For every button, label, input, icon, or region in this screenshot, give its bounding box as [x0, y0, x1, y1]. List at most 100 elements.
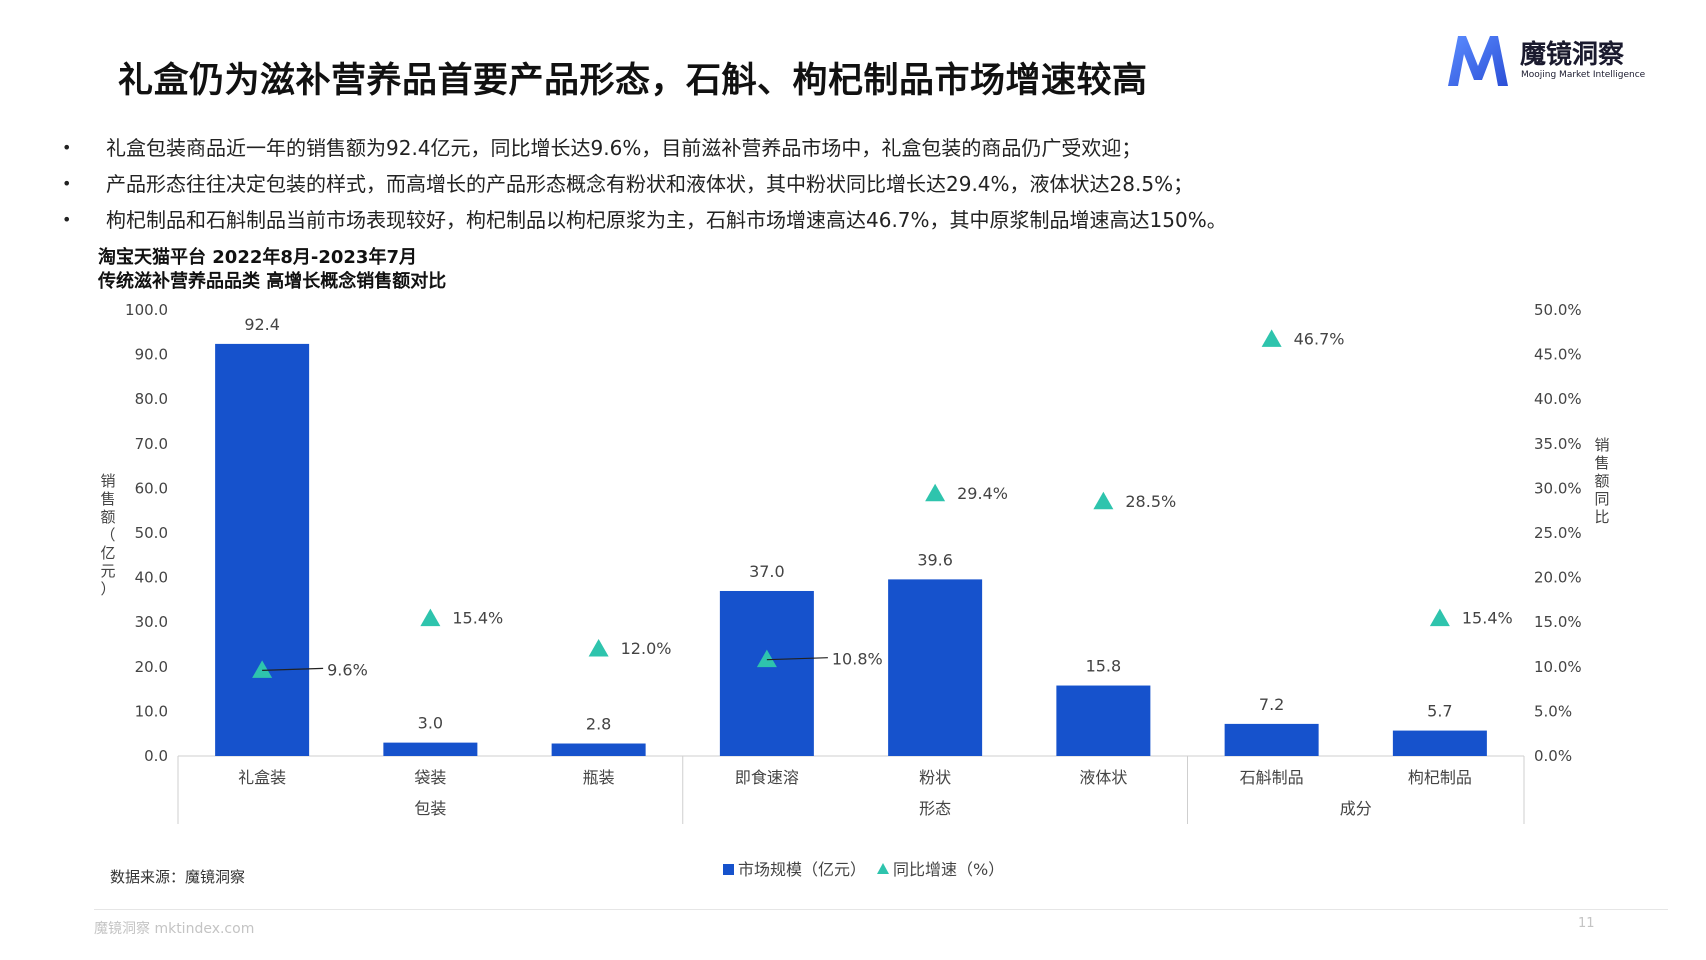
y2-tick-label: 25.0% — [1534, 524, 1582, 542]
y-axis-title-char: 额 — [100, 508, 115, 526]
y-tick-label: 40.0 — [135, 569, 168, 587]
x-tick-label: 袋装 — [414, 768, 446, 787]
growth-value-label: 9.6% — [327, 660, 368, 679]
y-tick-label: 100.0 — [125, 301, 168, 319]
y2-tick-label: 5.0% — [1534, 702, 1572, 720]
legend-marker-swatch — [877, 863, 889, 874]
group-label: 形态 — [919, 799, 951, 818]
x-tick-label: 石斛制品 — [1240, 768, 1304, 787]
bar — [719, 590, 814, 756]
chart-header-line1: 淘宝天猫平台 2022年8月-2023年7月 — [98, 247, 417, 268]
y-tick-label: 20.0 — [135, 658, 168, 676]
y-tick-label: 50.0 — [135, 524, 168, 542]
growth-value-label: 29.4% — [957, 484, 1008, 503]
y-axis-title-char: 售 — [100, 490, 115, 508]
legend-bar-swatch — [723, 864, 734, 875]
growth-marker — [1429, 608, 1450, 627]
y2-axis-title-char: 销 — [1594, 436, 1609, 454]
y2-tick-label: 45.0% — [1534, 346, 1582, 364]
y-tick-label: 30.0 — [135, 613, 168, 631]
data-source: 数据来源：魔镜洞察 — [110, 868, 246, 886]
bullet-item: 产品形态往往决定包装的样式，而高增长的产品形态概念有粉状和液体状，其中粉状同比增… — [62, 166, 1227, 202]
growth-marker — [1093, 491, 1114, 510]
bar-value-label: 92.4 — [244, 315, 280, 334]
bar-value-label: 7.2 — [1259, 695, 1284, 714]
bar — [1392, 730, 1487, 756]
footer-site: 魔镜洞察 mktindex.com — [94, 921, 255, 937]
growth-marker — [588, 638, 609, 657]
bar-value-label: 5.7 — [1427, 702, 1452, 721]
y2-axis-title-char: 额 — [1594, 472, 1609, 490]
growth-value-label: 15.4% — [1462, 609, 1513, 628]
x-tick-label: 即食速溶 — [735, 768, 799, 787]
growth-value-label: 15.4% — [452, 609, 503, 628]
legend-bar-label: 市场规模（亿元） — [738, 860, 866, 879]
growth-marker — [756, 649, 777, 668]
growth-value-label: 28.5% — [1125, 492, 1176, 511]
bullet-item: 枸杞制品和石斛制品当前市场表现较好，枸杞制品以枸杞原浆为主，石斛市场增速高达46… — [62, 202, 1227, 238]
y2-axis-title-char: 售 — [1594, 454, 1609, 472]
y2-tick-label: 40.0% — [1534, 390, 1582, 408]
y2-axis-title-char: 比 — [1594, 508, 1609, 526]
x-tick-label: 瓶装 — [583, 768, 615, 787]
y-axis-title-char: （ — [100, 526, 115, 544]
page-title: 礼盒仍为滋补营养品首要产品形态，石斛、枸杞制品市场增速较高 — [118, 61, 1148, 101]
growth-leader-line — [766, 657, 828, 661]
y-axis-title-char: ） — [100, 580, 115, 598]
x-tick-label: 液体状 — [1079, 768, 1127, 787]
growth-value-label: 46.7% — [1294, 329, 1345, 348]
y2-tick-label: 15.0% — [1534, 613, 1582, 631]
y-axis-title-char: 元 — [100, 562, 115, 580]
logo-name-cn: 魔镜洞察 — [1520, 40, 1625, 70]
chart-header-line2: 传统滋补营养品品类 高增长概念销售额对比 — [98, 271, 447, 292]
bar — [1224, 723, 1319, 756]
group-label: 包装 — [414, 799, 446, 818]
logo-name-en: Moojing Market Intelligence — [1521, 70, 1646, 80]
x-tick-label: 礼盒装 — [238, 768, 286, 787]
brand-logo: 魔镜洞察 Moojing Market Intelligence — [1444, 30, 1654, 92]
bar — [1056, 685, 1151, 756]
y2-tick-label: 0.0% — [1534, 747, 1572, 765]
legend-marker-label: 同比增速（%） — [893, 860, 1004, 879]
bar-value-label: 39.6 — [917, 550, 953, 569]
y2-tick-label: 10.0% — [1534, 658, 1582, 676]
bar-value-label: 37.0 — [749, 562, 785, 581]
bar — [383, 742, 478, 756]
y-tick-label: 10.0 — [135, 702, 168, 720]
x-tick-label: 枸杞制品 — [1408, 768, 1472, 787]
growth-marker — [252, 660, 273, 678]
y-axis-title-char: 销 — [100, 472, 115, 490]
growth-leader-line — [262, 667, 324, 671]
growth-marker — [1261, 329, 1282, 347]
y-axis-title-char: 亿 — [100, 544, 115, 562]
footer-divider — [94, 909, 1668, 910]
bar-value-label: 15.8 — [1086, 657, 1122, 676]
y2-tick-label: 50.0% — [1534, 301, 1582, 319]
y2-tick-label: 35.0% — [1534, 435, 1582, 453]
y2-axis-title-char: 同 — [1594, 490, 1609, 508]
growth-marker — [420, 608, 441, 627]
y-tick-label: 70.0 — [135, 435, 168, 453]
growth-value-label: 12.0% — [621, 639, 672, 658]
moojing-m-icon — [1448, 36, 1508, 86]
y-tick-label: 90.0 — [135, 346, 168, 364]
bar-value-label: 3.0 — [418, 714, 443, 733]
x-tick-label: 粉状 — [919, 768, 951, 787]
bar — [888, 579, 983, 756]
chart-header: 淘宝天猫平台 2022年8月-2023年7月 传统滋补营养品品类 高增长概念销售… — [98, 246, 446, 294]
growth-marker — [925, 483, 946, 502]
bullet-item: 礼盒包装商品近一年的销售额为92.4亿元，同比增长达9.6%，目前滋补营养品市场… — [62, 130, 1227, 166]
y-tick-label: 60.0 — [135, 479, 168, 497]
page-number: 11 — [1578, 916, 1595, 931]
group-label: 成分 — [1340, 799, 1372, 818]
growth-value-label: 10.8% — [832, 650, 883, 669]
y2-tick-label: 30.0% — [1534, 479, 1582, 497]
bar — [215, 343, 310, 756]
bar-value-label: 2.8 — [586, 715, 611, 734]
y2-tick-label: 20.0% — [1534, 569, 1582, 587]
bullet-list: 礼盒包装商品近一年的销售额为92.4亿元，同比增长达9.6%，目前滋补营养品市场… — [62, 130, 1227, 238]
y-tick-label: 80.0 — [135, 390, 168, 408]
bar — [551, 743, 646, 756]
y-tick-label: 0.0 — [144, 747, 168, 765]
